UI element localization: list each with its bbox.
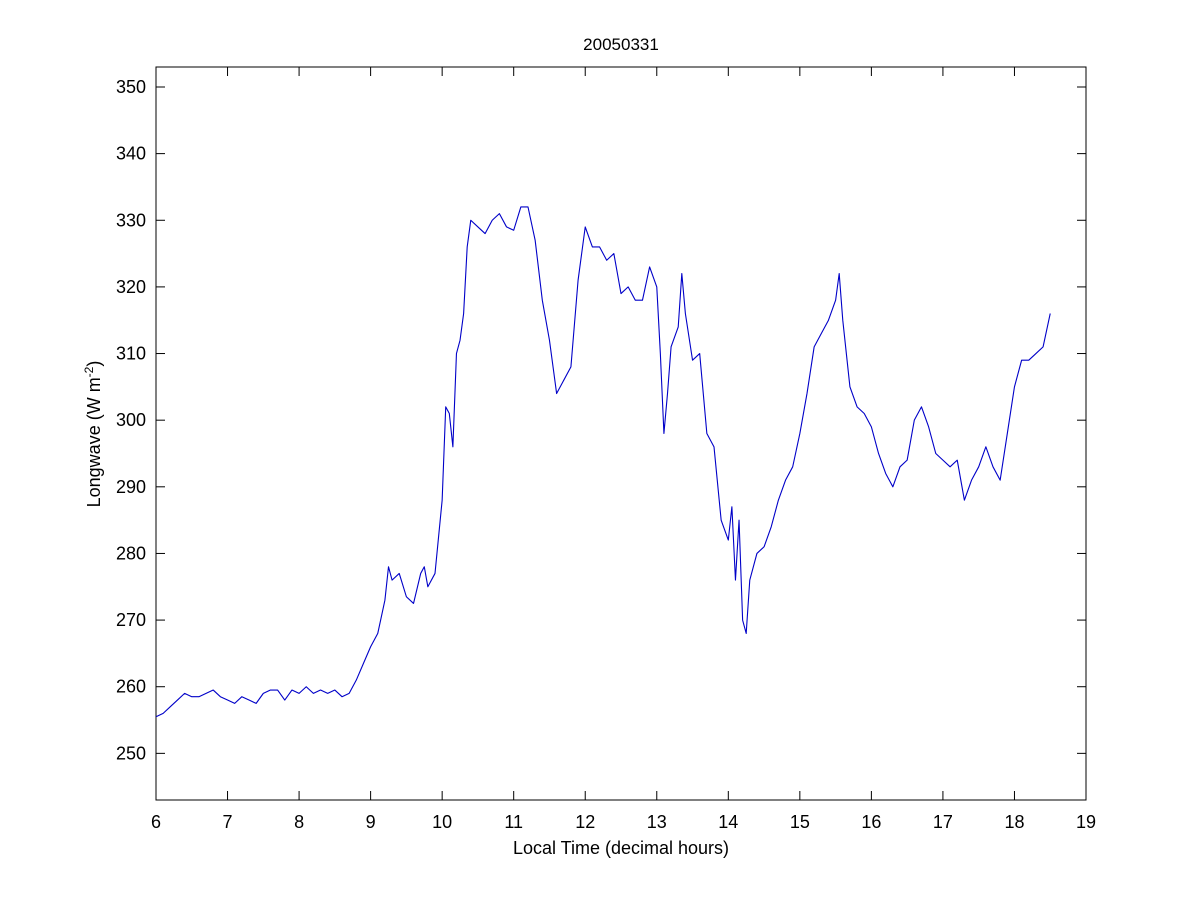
x-tick-label: 16 [861, 812, 881, 832]
y-tick-label: 330 [116, 210, 146, 230]
longwave-series-line [155, 206, 1051, 718]
y-tick-label: 260 [116, 677, 146, 697]
x-axis-label: Local Time (decimal hours) [513, 838, 729, 858]
y-tick-label: 280 [116, 543, 146, 563]
y-tick-label: 320 [116, 277, 146, 297]
y-tick-label: 300 [116, 410, 146, 430]
y-tick-label: 310 [116, 344, 146, 364]
x-tick-label: 11 [504, 812, 523, 832]
y-axis-label: Longwave (W m-2) [82, 361, 104, 508]
x-tick-label: 13 [647, 812, 667, 832]
x-tick-label: 9 [366, 812, 376, 832]
y-axis-label-main: Longwave (W m [84, 377, 104, 507]
x-tick-label: 18 [1004, 812, 1024, 832]
plot-area [155, 66, 1087, 801]
x-tick-label: 12 [575, 812, 595, 832]
y-tick-label: 250 [116, 743, 146, 763]
axis-ticks [155, 67, 1087, 800]
chart-title: 20050331 [583, 35, 659, 54]
y-axis-label-superscript: -2 [82, 366, 96, 377]
y-axis-tick-labels: 250 260 270 280 290 300 310 320 330 340 350 [116, 77, 146, 763]
x-tick-label: 15 [790, 812, 810, 832]
x-tick-label: 10 [432, 812, 452, 832]
x-tick-label: 19 [1076, 812, 1096, 832]
x-tick-label: 17 [933, 812, 953, 832]
x-tick-label: 6 [151, 812, 161, 832]
x-axis-tick-labels: 6 7 8 9 10 11 12 13 14 15 16 17 18 19 [151, 812, 1096, 832]
x-tick-label: 8 [294, 812, 304, 832]
y-tick-label: 290 [116, 477, 146, 497]
y-axis-label-close: ) [84, 361, 104, 367]
x-tick-label: 7 [223, 812, 233, 832]
y-tick-label: 350 [116, 77, 146, 97]
y-tick-label: 340 [116, 144, 146, 164]
y-tick-label: 270 [116, 610, 146, 630]
x-tick-label: 14 [718, 812, 738, 832]
